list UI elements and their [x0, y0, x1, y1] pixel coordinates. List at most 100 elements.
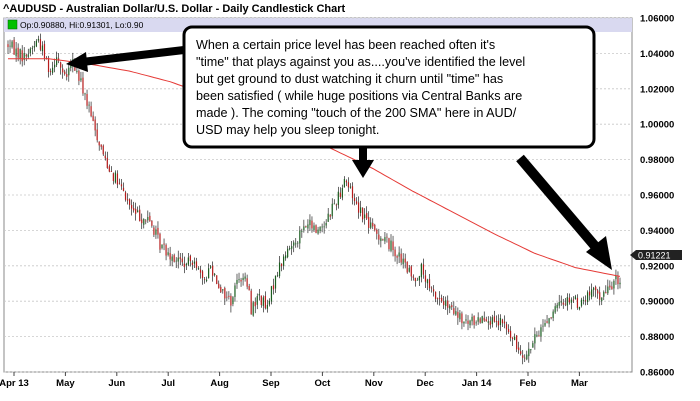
candle-body — [319, 227, 321, 231]
candle — [396, 254, 398, 265]
candle — [428, 274, 431, 292]
candle — [147, 210, 149, 223]
candle-body — [339, 192, 341, 198]
candle-body — [274, 275, 277, 289]
last-price-badge: 0.91221 — [630, 250, 682, 261]
candle — [424, 269, 427, 289]
candle — [175, 257, 177, 269]
candle — [181, 252, 183, 266]
candle — [341, 184, 343, 201]
candle-body — [580, 299, 583, 306]
candle-body — [289, 248, 291, 250]
x-tick-label: Mar — [571, 378, 588, 389]
candle-body — [503, 321, 506, 324]
candle — [465, 314, 467, 324]
candle — [139, 205, 141, 222]
candle-body — [232, 297, 234, 305]
candle — [511, 337, 514, 347]
candle-body — [475, 322, 477, 324]
candle-body — [159, 233, 161, 250]
candle — [613, 279, 615, 295]
candle — [224, 286, 226, 305]
candle — [477, 312, 479, 325]
candle — [19, 48, 21, 65]
candle-body — [248, 286, 250, 291]
candle — [406, 261, 408, 274]
candle — [62, 64, 64, 79]
candle — [591, 283, 593, 300]
candle — [124, 190, 127, 202]
candle — [349, 183, 352, 189]
candle — [291, 240, 293, 255]
candle — [118, 178, 121, 185]
annotation-arrows — [66, 46, 612, 270]
candle — [398, 246, 400, 263]
candle-body — [110, 170, 112, 172]
candle — [443, 295, 445, 310]
candle — [171, 254, 173, 267]
candle — [572, 296, 574, 303]
y-tick-label: 0.90000 — [640, 297, 674, 308]
candle-body — [64, 71, 66, 75]
candle-body — [244, 276, 246, 279]
candle — [100, 144, 102, 150]
candle-body — [15, 48, 17, 57]
candle — [35, 39, 37, 48]
candle-body — [459, 313, 461, 320]
candle — [437, 297, 439, 305]
candle — [615, 269, 617, 285]
candle-body — [418, 276, 420, 281]
candle — [536, 331, 538, 338]
candle — [337, 186, 339, 209]
candle — [23, 47, 25, 66]
candle — [47, 55, 50, 78]
candle — [307, 219, 309, 234]
y-tick-label: 0.94000 — [640, 226, 674, 237]
candle-body — [544, 323, 546, 326]
candle-body — [285, 255, 287, 259]
candle — [120, 179, 123, 190]
candle-body — [177, 257, 179, 262]
candle-body — [404, 258, 406, 263]
candle — [159, 232, 161, 254]
candle — [29, 47, 31, 57]
candle-body — [56, 57, 58, 65]
candle — [244, 272, 246, 282]
x-tick-label: Sep — [262, 378, 280, 389]
candle — [258, 289, 260, 301]
candle — [607, 279, 609, 295]
candle — [493, 310, 495, 323]
candle — [546, 314, 548, 324]
candle-body — [516, 335, 518, 350]
candle — [449, 304, 451, 314]
candle-body — [195, 261, 198, 268]
candle — [278, 255, 281, 279]
candle-body — [78, 70, 80, 81]
candle — [27, 48, 29, 60]
candle-body — [167, 252, 169, 255]
candle-body — [151, 220, 153, 226]
y-tick-label: 0.88000 — [640, 332, 674, 343]
candle — [238, 272, 240, 283]
candle-body — [400, 253, 402, 263]
candle-body — [27, 54, 29, 57]
candle-body — [187, 257, 189, 265]
candle — [86, 89, 88, 110]
candle-body — [301, 231, 303, 232]
candle — [475, 320, 477, 326]
candle-body — [157, 227, 159, 235]
candle-body — [39, 39, 42, 50]
candle — [483, 311, 485, 322]
candle — [388, 237, 390, 252]
candle-body — [376, 229, 378, 234]
candle-body — [92, 115, 94, 121]
candle-body — [536, 334, 538, 336]
candle-body — [368, 216, 370, 228]
y-tick-label: 1.04000 — [640, 49, 674, 60]
candle-body — [155, 229, 157, 235]
annotation-line: USD may help you sleep tonight. — [196, 123, 379, 137]
candle-body — [560, 301, 562, 303]
candle-body — [262, 297, 264, 306]
candle — [49, 68, 52, 76]
annotation-text: When a certain price level has been reac… — [196, 38, 525, 137]
